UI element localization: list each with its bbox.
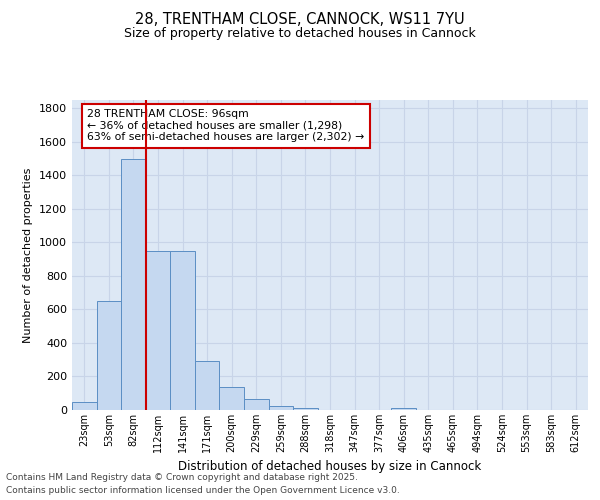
Text: Contains public sector information licensed under the Open Government Licence v3: Contains public sector information licen… (6, 486, 400, 495)
Bar (195, 360, 220, 410)
Bar (97, 301, 121, 410)
Bar (72, 402, 97, 410)
Text: 28, TRENTHAM CLOSE, CANNOCK, WS11 7YU: 28, TRENTHAM CLOSE, CANNOCK, WS11 7YU (135, 12, 465, 28)
Text: Contains HM Land Registry data © Crown copyright and database right 2025.: Contains HM Land Registry data © Crown c… (6, 474, 358, 482)
Bar (244, 399, 269, 410)
Bar (170, 251, 195, 410)
Bar (146, 251, 170, 410)
X-axis label: Distribution of detached houses by size in Cannock: Distribution of detached houses by size … (178, 460, 482, 473)
Bar (269, 406, 293, 410)
Text: 28 TRENTHAM CLOSE: 96sqm
← 36% of detached houses are smaller (1,298)
63% of sem: 28 TRENTHAM CLOSE: 96sqm ← 36% of detach… (88, 110, 365, 142)
Bar (121, 158, 146, 410)
Bar (391, 408, 416, 410)
Bar (293, 408, 318, 410)
Y-axis label: Number of detached properties: Number of detached properties (23, 168, 34, 342)
Bar (220, 388, 244, 410)
Text: Size of property relative to detached houses in Cannock: Size of property relative to detached ho… (124, 28, 476, 40)
